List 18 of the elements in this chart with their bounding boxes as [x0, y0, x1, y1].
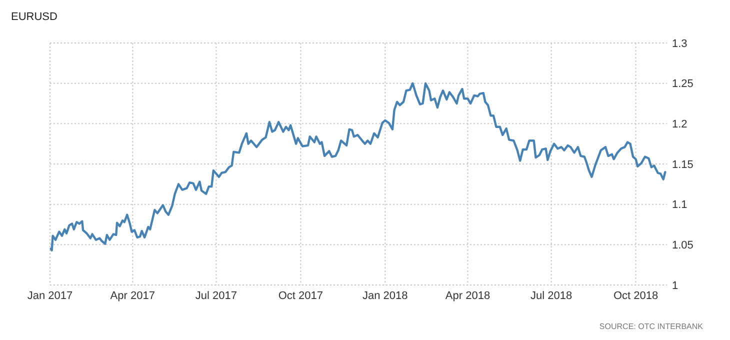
y-tick-label: 1.15: [672, 158, 694, 171]
x-tick-label: Jan 2018: [362, 290, 408, 302]
y-tick-label: 1.25: [672, 78, 694, 90]
source-note: SOURCE: OTC INTERBANK: [599, 322, 704, 331]
x-tick-label: Jul 2017: [195, 290, 237, 302]
chart-title: EURUSD: [11, 11, 58, 23]
x-tick-label: Oct 2018: [613, 290, 658, 302]
y-tick-label: 1.2: [672, 118, 688, 131]
y-tick-label: 1.1: [672, 199, 688, 212]
x-tick-label: Jan 2017: [27, 290, 73, 302]
y-tick-label: 1.05: [672, 240, 694, 252]
y-tick-label: 1: [672, 280, 678, 292]
y-tick-label: 1.3: [672, 38, 688, 50]
x-tick-label: Jul 2018: [530, 290, 572, 302]
x-tick-label: Apr 2018: [445, 290, 490, 302]
line-series: [50, 82, 666, 252]
x-tick-label: Oct 2017: [278, 290, 323, 302]
x-tick-label: Apr 2017: [110, 290, 155, 302]
